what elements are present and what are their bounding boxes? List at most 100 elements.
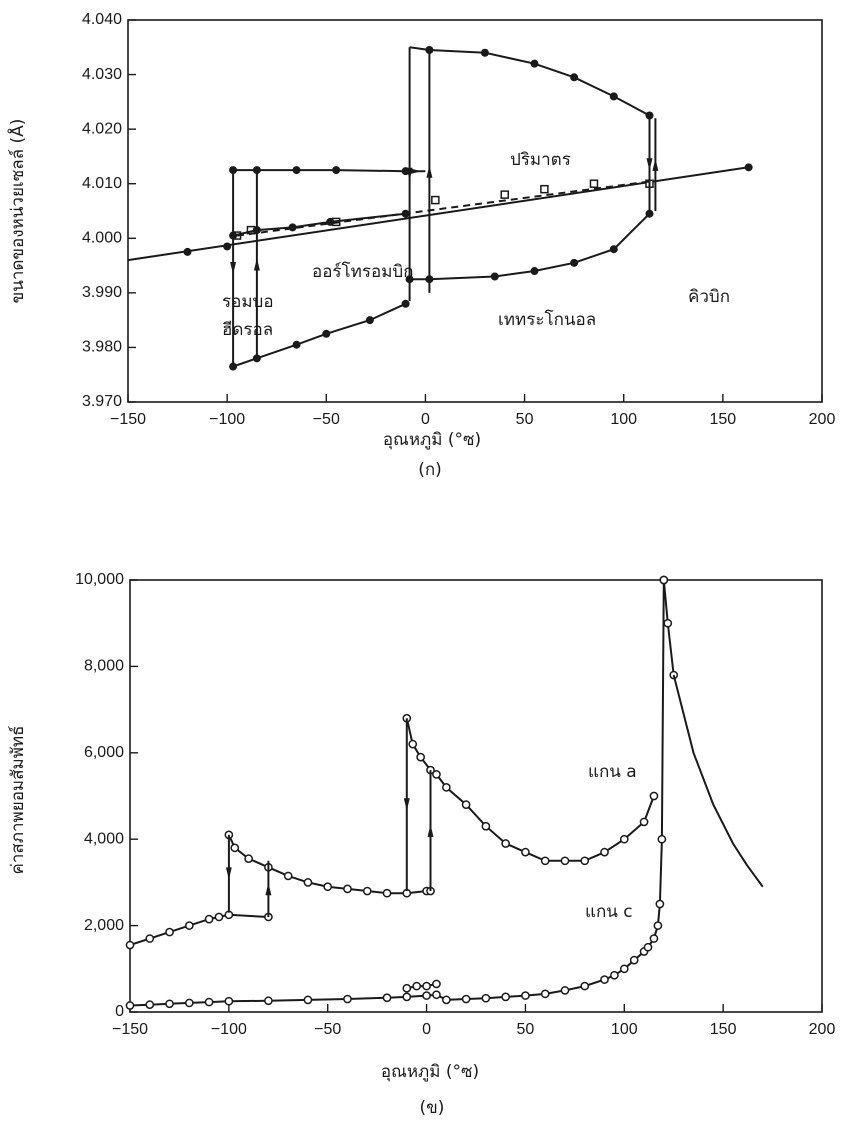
point [382, 993, 392, 1003]
point [322, 329, 331, 338]
y-tick-label: 3.970 [82, 393, 122, 410]
point [204, 914, 214, 924]
point [655, 899, 665, 909]
point [125, 940, 135, 950]
arrow-head [409, 168, 422, 175]
annotation: รอมบอ [222, 292, 274, 312]
point [619, 964, 629, 974]
x-tick-label: 50 [517, 1021, 535, 1038]
point [600, 975, 609, 984]
x-tick-label: 200 [809, 1021, 836, 1038]
point [229, 362, 238, 371]
annotation: เททระโกนอล [498, 309, 596, 330]
point [657, 834, 667, 844]
point [184, 921, 194, 930]
arrow-head [225, 867, 232, 880]
point [432, 770, 441, 779]
point [343, 884, 352, 894]
point [408, 739, 418, 749]
annotation: คิวบิก [688, 287, 730, 307]
point [490, 272, 499, 281]
point [402, 983, 412, 993]
point [125, 1001, 135, 1010]
point [244, 854, 253, 863]
point [432, 979, 441, 989]
x-tick-label: −50 [314, 1021, 341, 1038]
point [580, 981, 590, 991]
annotation: ฮีดรอล [222, 320, 273, 340]
point [343, 994, 352, 1004]
point [481, 993, 491, 1003]
point [580, 856, 590, 866]
arrow-head [230, 262, 237, 275]
x-tick-label: −100 [209, 411, 245, 428]
arrow-head [406, 167, 413, 181]
point [570, 73, 579, 82]
point [610, 970, 619, 980]
point [645, 209, 654, 218]
x-tick-label: −50 [313, 411, 340, 428]
point [481, 821, 491, 831]
y-tick-label: 4.040 [82, 11, 122, 28]
y-axis-label: ขนาดของหน่วยเซลล์ (Å) [6, 119, 28, 304]
x-tick-label: 150 [710, 1021, 737, 1038]
y-tick-label: 4.010 [82, 175, 122, 192]
point [431, 195, 440, 205]
y-tick-label: 4.000 [82, 230, 122, 247]
series-line [129, 579, 665, 1007]
annotation: แกน c [585, 902, 633, 922]
point [540, 184, 549, 194]
x-tick-label: 0 [422, 1021, 431, 1038]
plot-frame [129, 579, 823, 1013]
point [326, 217, 335, 226]
point [589, 179, 599, 188]
point [288, 223, 297, 232]
point [643, 942, 653, 952]
x-tick-label: −100 [211, 1021, 247, 1038]
point [432, 990, 441, 1000]
point [303, 878, 313, 887]
point [560, 856, 570, 866]
point [649, 791, 659, 801]
arrow-head [652, 158, 659, 171]
point [461, 994, 471, 1004]
point [619, 834, 629, 844]
arrow-head [427, 824, 434, 837]
point [204, 997, 214, 1007]
y-tick-label: 4.020 [82, 120, 122, 137]
x-tick-label: 100 [611, 1021, 638, 1038]
point [323, 882, 333, 892]
point [480, 48, 489, 57]
point [609, 92, 618, 101]
point [230, 843, 240, 853]
arrow-head [265, 882, 272, 896]
point [303, 995, 313, 1005]
point [629, 955, 639, 965]
point [659, 575, 669, 585]
arrow-head [426, 165, 433, 178]
caption: (ข) [420, 1098, 445, 1118]
series-line [429, 49, 650, 117]
point [521, 847, 530, 857]
point [530, 59, 539, 68]
y-tick-label: 6,000 [84, 744, 124, 761]
series-line [409, 46, 430, 51]
arrow-head [403, 798, 410, 811]
point [332, 166, 341, 175]
point [639, 817, 649, 827]
point [252, 354, 261, 363]
point [401, 299, 410, 308]
y-tick-label: 3.980 [82, 339, 122, 356]
point [145, 934, 155, 943]
point [501, 839, 511, 848]
point [521, 991, 530, 1000]
point [461, 800, 471, 809]
annotation: แกน a [588, 762, 637, 782]
point [382, 888, 392, 898]
arrow-head [253, 258, 260, 271]
point [401, 209, 410, 218]
series-line [662, 579, 675, 676]
annotation: ออร์โทรอมบิก [312, 261, 414, 282]
arrow-head [646, 158, 653, 171]
y-tick-label: 10,000 [75, 571, 124, 588]
